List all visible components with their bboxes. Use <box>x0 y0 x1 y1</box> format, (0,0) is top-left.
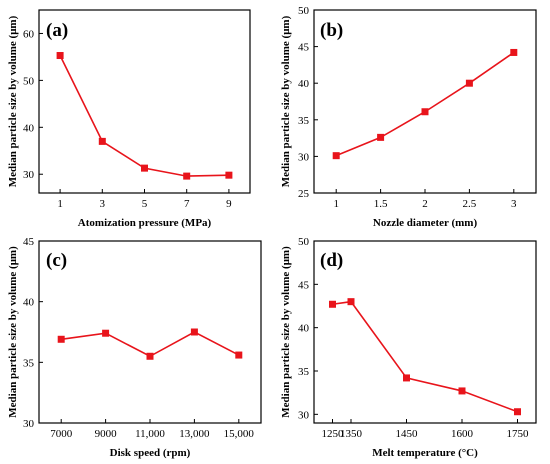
panel-b: 1 1.5 2 2.5 3 25 30 35 40 45 50 (b) Nozzle diamet… <box>280 5 537 229</box>
data-point <box>510 48 518 56</box>
y-tick-label: 50 <box>298 5 310 17</box>
y-tick-label: 30 <box>23 169 35 181</box>
y-tick-label: 30 <box>298 151 310 163</box>
x-tick-label: 15,000 <box>224 428 255 440</box>
y-tick-label: 35 <box>23 357 35 369</box>
y-tick-label: 45 <box>298 279 310 291</box>
x-axis-label: Atomization pressure (MPa) <box>78 217 212 229</box>
data-point <box>225 171 233 179</box>
y-tick-label: 50 <box>23 75 35 87</box>
x-tick-label: 2.5 <box>463 198 477 210</box>
data-point <box>56 52 64 60</box>
plot-frame <box>38 240 262 424</box>
data-point <box>465 79 473 87</box>
panel-label: (c) <box>46 250 67 271</box>
x-tick-label: 2 <box>422 198 428 210</box>
data-point <box>190 328 198 336</box>
panel-label: (a) <box>46 20 68 41</box>
data-point <box>235 351 243 359</box>
data-series <box>57 328 243 360</box>
data-point <box>141 164 148 172</box>
data-point <box>377 133 385 141</box>
y-tick-label: 40 <box>298 323 310 335</box>
data-series <box>329 298 521 416</box>
panel-a: 1 3 5 7 9 30 40 50 60 (a) Atomization pressure … <box>7 9 251 229</box>
x-tick-label: 13,000 <box>179 428 210 440</box>
panel-label: (d) <box>320 250 343 271</box>
series-line <box>61 331 240 358</box>
data-point <box>458 387 466 395</box>
series-line <box>59 55 229 177</box>
x-tick-label: 5 <box>142 198 148 210</box>
x-axis-label: Disk speed (rpm) <box>110 447 191 459</box>
data-point <box>329 300 336 308</box>
data-point <box>332 152 340 160</box>
x-tick-labels: 7000 9000 11,000 13,000 15,000 <box>50 419 254 440</box>
x-tick-label: 1600 <box>451 428 474 440</box>
series-line <box>335 51 515 157</box>
x-tick-label: 1 <box>57 198 63 210</box>
x-tick-label: 1250 <box>322 428 345 440</box>
data-point <box>98 137 106 145</box>
x-tick-label: 1 <box>333 198 339 210</box>
y-tick-label: 35 <box>298 366 310 378</box>
data-point <box>421 108 429 116</box>
x-tick-labels: 1 3 5 7 9 <box>57 189 232 210</box>
y-tick-labels: 30 40 50 60 <box>23 28 43 181</box>
data-point <box>102 329 110 337</box>
x-tick-label: 3 <box>511 198 517 210</box>
y-axis-label: Median particle size by volume (μm) <box>7 246 19 418</box>
plot-frame <box>313 9 537 194</box>
x-tick-label: 7000 <box>50 428 73 440</box>
y-tick-labels: 30 35 40 45 <box>23 236 43 430</box>
panel-label: (b) <box>320 20 343 41</box>
y-tick-label: 40 <box>23 122 35 134</box>
y-tick-label: 25 <box>298 188 310 200</box>
x-tick-label: 1450 <box>396 428 419 440</box>
data-series <box>56 52 233 180</box>
series-line <box>332 300 518 413</box>
data-series <box>332 48 518 160</box>
data-point <box>403 374 410 382</box>
y-axis-label: Median particle size by volume (μm) <box>7 15 19 187</box>
data-point <box>57 335 65 343</box>
x-tick-label: 1.5 <box>374 198 388 210</box>
y-tick-label: 40 <box>23 297 35 309</box>
y-tick-label: 40 <box>298 78 310 90</box>
y-tick-label: 60 <box>23 28 35 40</box>
x-axis-label: Nozzle diameter (mm) <box>373 217 478 229</box>
data-point <box>347 298 355 306</box>
y-tick-label: 45 <box>23 236 35 248</box>
y-axis-label: Median particle size by volume (μm) <box>280 246 292 418</box>
y-axis-label: Median particle size by volume (μm) <box>280 15 292 187</box>
data-point <box>146 352 154 360</box>
x-tick-label: 1750 <box>507 428 530 440</box>
y-tick-label: 45 <box>298 42 310 54</box>
y-tick-labels: 25 30 35 40 45 50 <box>298 5 318 200</box>
x-tick-label: 9 <box>226 198 232 210</box>
x-tick-label: 11,000 <box>135 428 165 440</box>
plot-frame <box>313 240 537 424</box>
y-tick-label: 50 <box>298 236 310 248</box>
y-tick-label: 35 <box>298 115 310 127</box>
y-tick-label: 30 <box>23 418 35 430</box>
x-tick-label: 1350 <box>340 428 363 440</box>
x-axis-label: Melt temperature (°C) <box>372 447 478 459</box>
x-tick-label: 9000 <box>95 428 118 440</box>
y-tick-label: 30 <box>298 409 310 421</box>
x-tick-label: 7 <box>184 198 190 210</box>
x-tick-labels: 1 1.5 2 2.5 3 <box>333 189 517 210</box>
data-point <box>514 408 521 416</box>
x-tick-label: 3 <box>100 198 106 210</box>
y-tick-labels: 30 35 40 45 50 <box>298 236 318 421</box>
data-point <box>183 172 191 180</box>
